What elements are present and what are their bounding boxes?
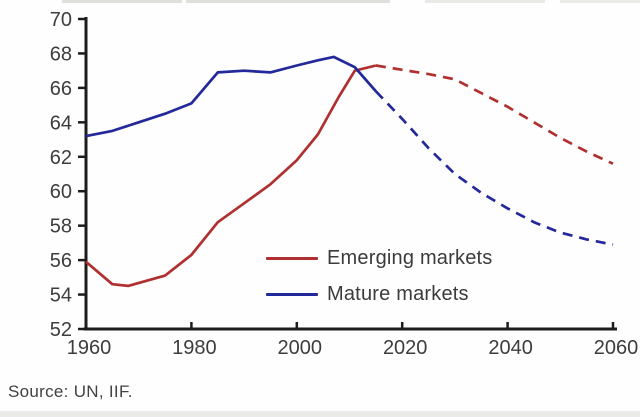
legend-label: Emerging markets [327, 247, 493, 269]
svg-text:70: 70 [50, 9, 72, 31]
cropped-title-remnant [425, 0, 545, 3]
line-chart: 52 54 56 58 60 62 64 66 68 70 1960 1980 2000 2020 2040… [50, 9, 639, 359]
svg-text:64: 64 [50, 112, 72, 134]
cropped-title-remnant [560, 0, 640, 3]
source-note: Source: UN, IIF. [8, 382, 133, 401]
svg-text:66: 66 [50, 78, 72, 100]
mature-markets-line-swatch [266, 293, 318, 296]
legend-label: Mature markets [327, 283, 469, 305]
legend-item-mature-markets: Mature markets [266, 283, 492, 306]
svg-text:52: 52 [50, 319, 72, 341]
svg-text:2060: 2060 [594, 337, 639, 359]
svg-text:1960: 1960 [67, 337, 112, 359]
svg-text:60: 60 [50, 181, 72, 203]
svg-text:1980: 1980 [172, 337, 217, 359]
legend-item-emerging-markets: Emerging markets [266, 247, 492, 270]
cropped-title-remnant [62, 0, 182, 3]
svg-text:68: 68 [50, 43, 72, 65]
svg-text:56: 56 [50, 250, 72, 272]
cropped-title-remnant [186, 0, 390, 3]
svg-text:2000: 2000 [278, 337, 323, 359]
chart-legend: Emerging markets Mature markets [266, 247, 492, 306]
svg-text:62: 62 [50, 147, 72, 169]
bottom-edge-strip [0, 411, 640, 417]
svg-text:2020: 2020 [383, 337, 428, 359]
emerging-markets-line-swatch [266, 257, 318, 260]
svg-text:54: 54 [50, 285, 72, 307]
svg-text:2040: 2040 [488, 337, 533, 359]
svg-text:58: 58 [50, 216, 72, 238]
